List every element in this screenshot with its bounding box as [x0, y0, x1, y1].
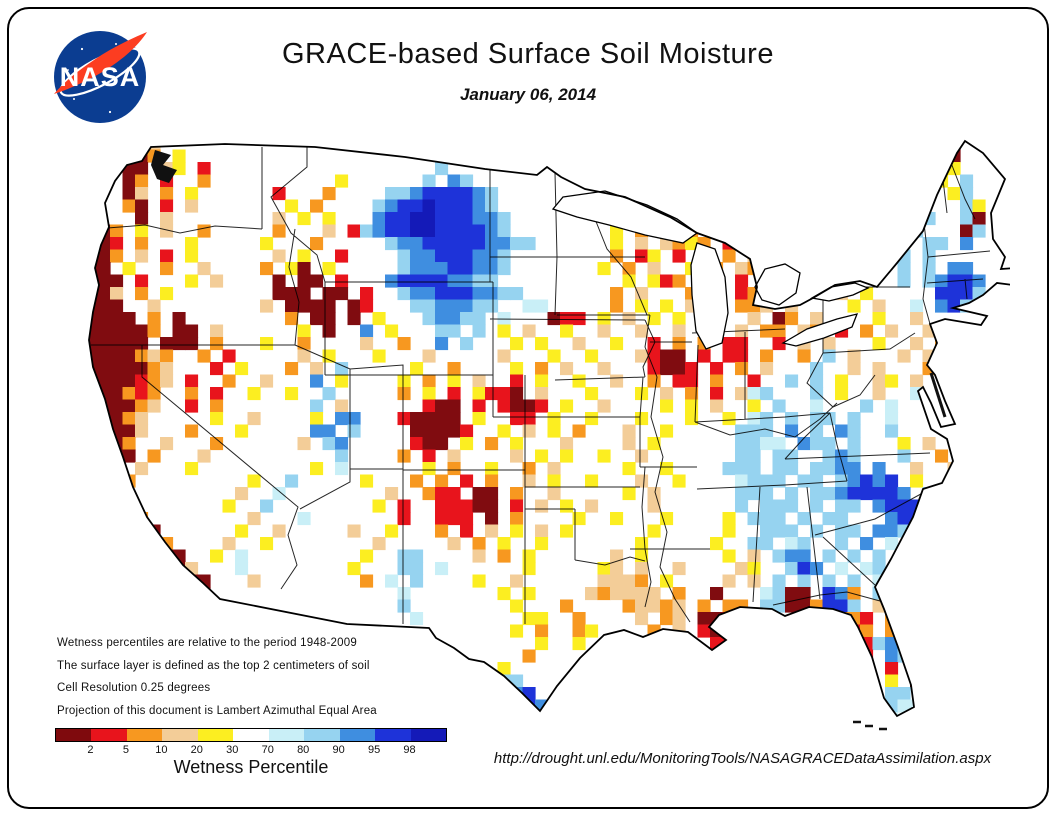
colorbar-tick: 2 — [87, 744, 94, 756]
colorbar-tick: 30 — [226, 744, 239, 756]
page-border — [7, 7, 1049, 809]
map-notes: Wetness percentiles are relative to the … — [57, 637, 477, 727]
great-lakes — [551, 190, 870, 350]
colorbar-swatch — [162, 729, 198, 741]
nasa-logo: NASA — [54, 31, 147, 123]
lake-michigan — [690, 242, 729, 350]
colorbar-tick: 90 — [332, 744, 345, 756]
note-surface-layer: The surface layer is defined as the top … — [57, 659, 370, 672]
colorbar-swatch — [233, 729, 269, 741]
page-title: GRACE-based Surface Soil Moisture — [282, 38, 774, 70]
colorbar-title: Wetness Percentile — [173, 757, 329, 777]
wetness-colorbar: 2 5 10 20 30 70 80 90 95 98 Wetness Percentile — [55, 728, 447, 778]
lake-superior — [551, 190, 699, 244]
colorbar-tick: 80 — [297, 744, 310, 756]
florida-keys — [853, 720, 887, 731]
colorbar-swatch — [126, 729, 163, 741]
colorbar-swatches — [55, 728, 447, 742]
note-projection: Projection of this document is Lambert A… — [57, 704, 377, 717]
colorbar-swatch — [268, 729, 305, 741]
colorbar-tick: 10 — [155, 744, 168, 756]
lake-ontario — [810, 282, 870, 302]
colorbar-swatch — [339, 729, 376, 741]
colorbar-swatch — [197, 729, 234, 741]
nasa-logo-text: NASA — [60, 62, 141, 92]
lake-erie — [781, 313, 859, 347]
puget-sound — [151, 150, 177, 183]
nasa-logo-swoosh — [54, 32, 147, 94]
colorbar-tick: 98 — [403, 744, 416, 756]
note-resolution: Cell Resolution 0.25 degrees — [57, 682, 211, 694]
us-map-svg — [88, 140, 1016, 731]
colorbar-swatch — [375, 729, 411, 741]
colorbar-tick: 95 — [367, 744, 381, 756]
source-url: http://drought.unl.edu/MonitoringTools/N… — [493, 750, 992, 767]
lake-huron — [754, 263, 801, 306]
nasa-logo-stars — [67, 43, 134, 114]
chesapeake-bay — [929, 372, 947, 418]
map-date: January 06, 2014 — [459, 85, 597, 104]
note-period: Wetness percentiles are relative to the … — [57, 637, 357, 649]
moisture-cells-layer — [89, 141, 986, 716]
colorbar-tick: 20 — [190, 744, 203, 756]
us-map — [85, 137, 1016, 737]
colorbar-swatch — [304, 729, 340, 741]
colorbar-swatch — [410, 729, 446, 741]
colorbar-tick: 70 — [261, 744, 274, 756]
colorbar-tick-labels: 2 5 10 20 30 70 80 90 95 98 — [55, 742, 445, 756]
colorbar-tick: 5 — [122, 744, 129, 756]
colorbar-swatch — [91, 729, 127, 741]
colorbar-swatch — [56, 729, 92, 741]
